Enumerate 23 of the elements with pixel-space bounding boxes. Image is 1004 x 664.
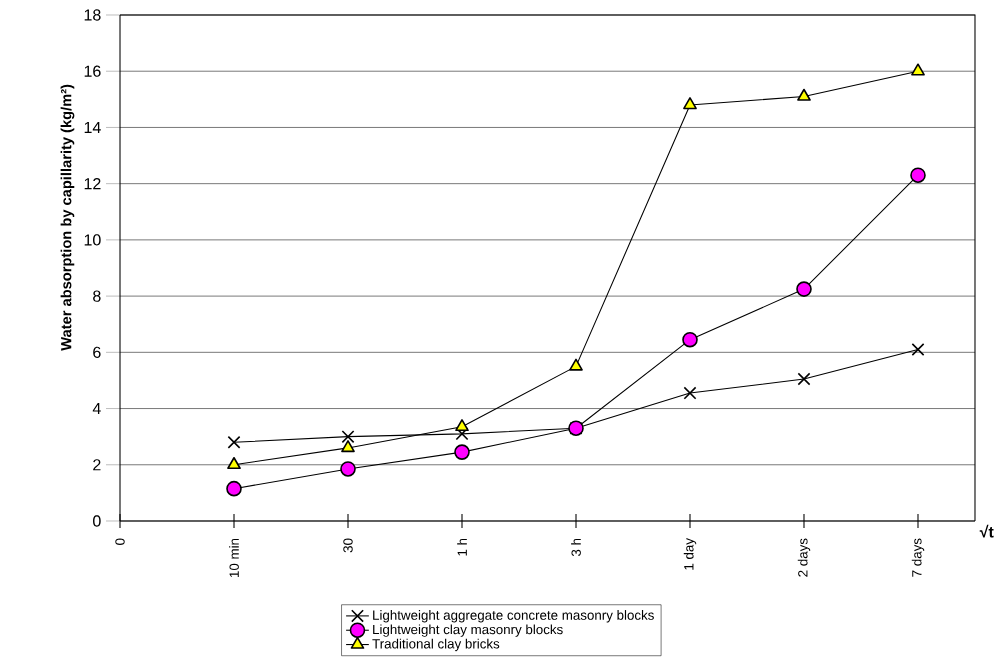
x-tick-label: 1 day (683, 538, 697, 570)
y-tick-label: 10 (84, 234, 101, 246)
y-tick-label: 16 (84, 65, 101, 77)
x-tick-label: 0 (115, 538, 125, 545)
y-tick-label: 2 (93, 459, 101, 471)
x-tick-label: 7 days (911, 538, 925, 577)
x-tick-label: 2 days (797, 538, 811, 577)
y-tick-label: 18 (84, 9, 101, 21)
x-tick-label: 10 min (229, 538, 239, 578)
y-tick-label: 6 (93, 346, 101, 358)
x-tick-label: 1 h (457, 538, 467, 556)
y-tick-label: 0 (93, 515, 101, 527)
x-axis-title: √t (979, 524, 994, 538)
y-axis-title: Water absorption by capillarity (kg/m²) (60, 84, 75, 351)
y-tick-label: 12 (84, 178, 101, 190)
y-tick-label: 4 (92, 403, 101, 415)
x-tick-label: 3 h (571, 538, 581, 557)
legend-label: Lightweight clay masonry blocks (373, 624, 563, 637)
y-tick-label: 8 (93, 290, 101, 302)
legend-label: Lightweight aggregate concrete masonry blocks (373, 610, 654, 623)
legend-label: Traditional clay bricks (372, 638, 500, 652)
y-tick-label: 14 (84, 121, 101, 133)
x-tick-label: 30 (343, 538, 353, 553)
